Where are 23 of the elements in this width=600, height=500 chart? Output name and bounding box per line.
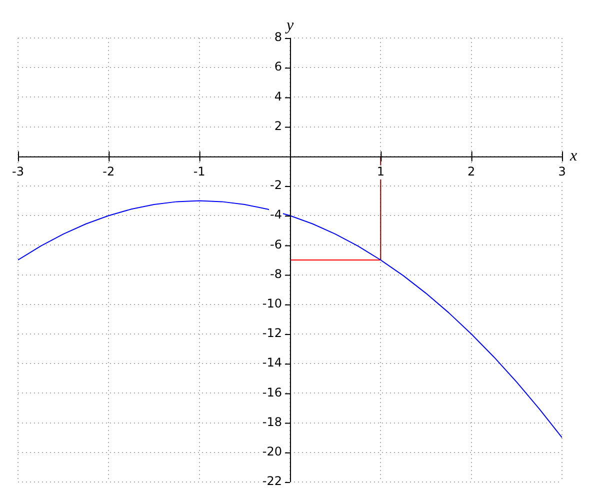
- x-tick-label: -2: [102, 164, 115, 179]
- x-tick-label: 1: [376, 164, 384, 179]
- y-tick-label: 8: [274, 30, 282, 44]
- x-tick-label: -3: [12, 164, 24, 179]
- x-tick-label: 3: [558, 164, 566, 179]
- y-tick-label: -8: [270, 266, 282, 281]
- y-tick-label: -12: [262, 326, 282, 340]
- y-tick-label: -10: [262, 296, 282, 311]
- x-axis-title: x: [569, 148, 578, 165]
- y-tick-label: -6: [270, 237, 282, 252]
- y-tick-label: -4: [270, 208, 282, 222]
- x-tick-label: 2: [468, 164, 476, 179]
- y-axis-title: y: [284, 17, 294, 34]
- x-tick-label: -1: [193, 164, 206, 179]
- y-tick-label: 2: [274, 118, 282, 133]
- y-tick-label: -16: [262, 385, 282, 400]
- y-tick-label: -20: [262, 444, 282, 459]
- y-tick-label: -2: [270, 178, 282, 192]
- y-tick-label: 6: [274, 60, 282, 74]
- y-tick-label: -22: [262, 474, 282, 488]
- y-tick-label: -14: [262, 356, 282, 370]
- y-tick-label: -18: [262, 414, 282, 429]
- y-tick-label: 4: [274, 89, 282, 104]
